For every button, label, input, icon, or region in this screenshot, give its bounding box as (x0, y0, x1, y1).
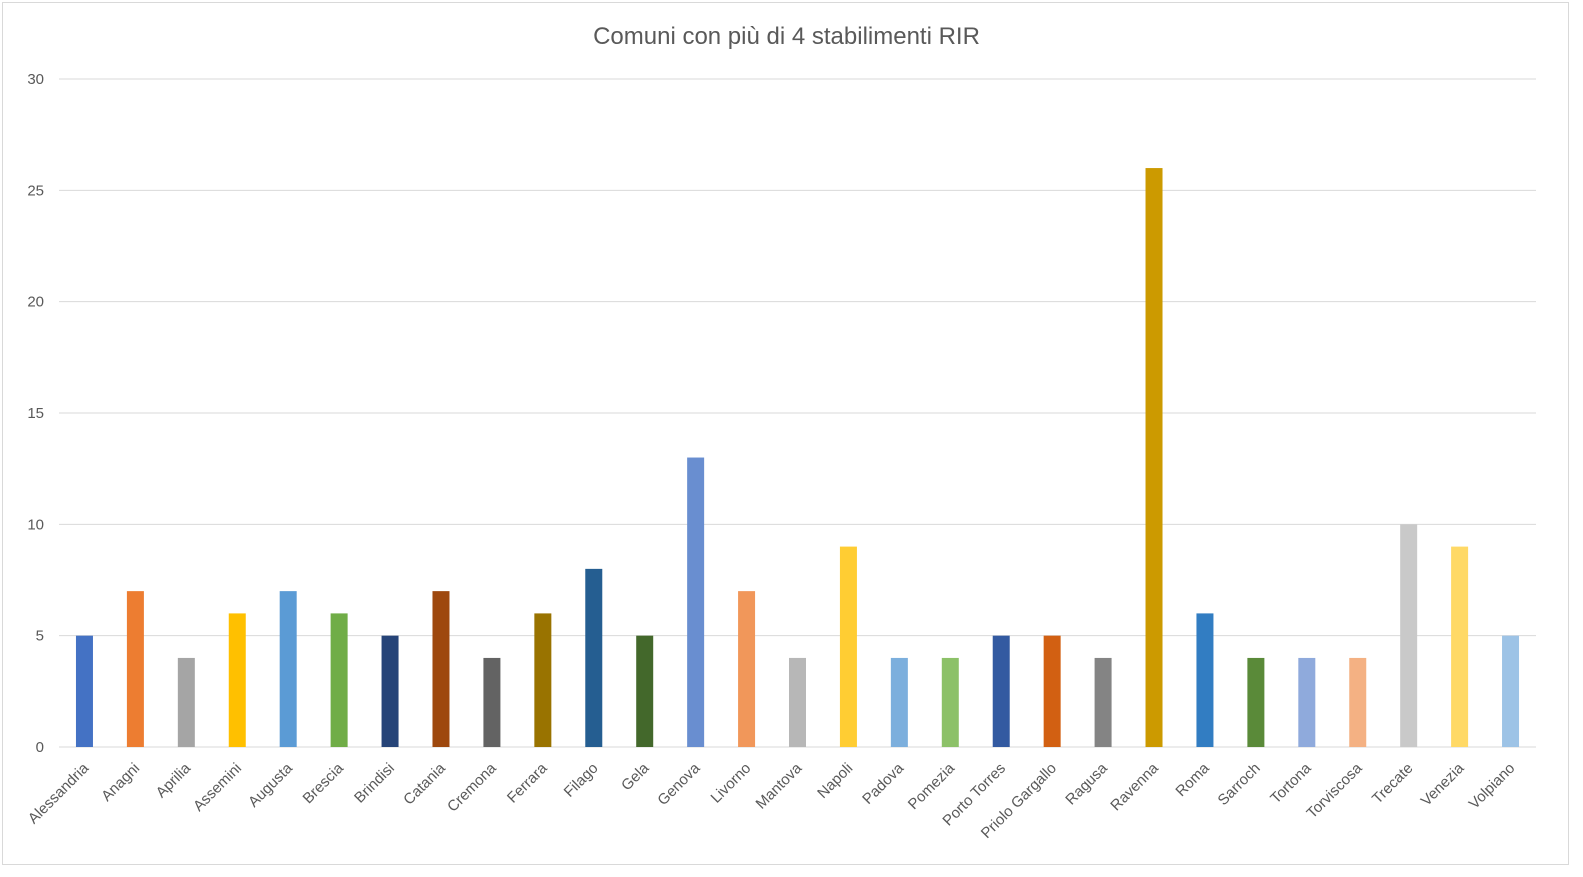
x-tick-label: Ravenna (1107, 759, 1162, 814)
bar-augusta (279, 591, 297, 747)
bar-ferrara (534, 613, 552, 747)
chart-title: Comuni con più di 4 stabilimenti RIR (593, 23, 980, 50)
x-tick-label: Volpiano (1466, 760, 1519, 813)
x-tick-label: Ferrara (504, 759, 551, 806)
bar-priolo-gargallo (1043, 635, 1061, 747)
x-tick-label: Venezia (1418, 759, 1468, 809)
bar-brescia (330, 613, 348, 747)
bar-ragusa (1094, 657, 1112, 747)
x-tick-label: Tortona (1267, 759, 1315, 807)
chart-plot: 0 5 10 15 20 25 30 Alessandria Anagni ApriliaAss… (25, 71, 1536, 842)
x-tick-label: Genova (654, 759, 704, 809)
y-tick-label: 30 (27, 71, 44, 88)
x-tick-label: Livorno (708, 760, 755, 807)
bar-pomezia (941, 657, 959, 747)
x-tick-label: Brindisi (351, 760, 398, 807)
x-tick-label: Trecate (1369, 760, 1417, 808)
x-tick-label: Assemini (190, 760, 245, 815)
y-tick-label: 20 (27, 294, 44, 311)
x-tick-label: Ragusa (1062, 759, 1111, 808)
chart-frame: Comuni con più di 4 stabilimenti RIR 0 5 1… (2, 2, 1569, 865)
bar-tortona (1298, 657, 1316, 747)
bars (75, 168, 1520, 748)
bar-trecate (1400, 524, 1418, 747)
x-tick-label: Catania (400, 759, 449, 808)
bar-napoli (839, 546, 857, 747)
x-tick-label: Filago (561, 760, 602, 801)
x-tick-label: Padova (859, 759, 907, 807)
x-tick-label: Mantova (753, 759, 806, 812)
bar-ravenna (1145, 168, 1163, 748)
x-tick-label: Torviscosa (1303, 759, 1366, 822)
x-tick-label: Anagni (98, 760, 143, 805)
bar-roma (1196, 613, 1214, 747)
bar-anagni (126, 591, 144, 747)
bar-filago (585, 568, 603, 747)
bar-assemini (228, 613, 246, 747)
x-tick-label: Alessandria (25, 759, 93, 827)
bar-alessandria (75, 635, 93, 747)
bar-cremona (483, 657, 501, 747)
gridlines (59, 78, 1536, 748)
bar-livorno (738, 591, 756, 747)
bar-torviscosa (1349, 657, 1367, 747)
y-tick-label: 15 (27, 405, 44, 422)
bar-catania (432, 591, 450, 747)
bar-venezia (1451, 546, 1469, 747)
y-axis-ticks: 0 5 10 15 20 25 30 (27, 71, 44, 756)
bar-sarroch (1247, 657, 1265, 747)
x-tick-label: Roma (1172, 759, 1213, 800)
bar-gela (636, 635, 654, 747)
x-tick-label: Cremona (444, 759, 500, 815)
y-tick-label: 0 (36, 739, 44, 756)
y-tick-label: 5 (36, 628, 44, 645)
bar-genova (687, 457, 705, 747)
bar-brindisi (381, 635, 399, 747)
bar-aprilia (177, 657, 195, 747)
x-tick-label: Gela (618, 759, 653, 794)
bar-padova (890, 657, 908, 747)
x-tick-label: Aprilia (153, 759, 195, 801)
bar-porto-torres (992, 635, 1010, 747)
y-tick-label: 10 (27, 516, 44, 533)
x-tick-label: Sarroch (1215, 760, 1264, 809)
bar-volpiano (1502, 635, 1520, 747)
x-tick-label: Brescia (300, 759, 348, 807)
x-tick-label: Augusta (245, 759, 296, 810)
x-tick-label: Napoli (814, 760, 856, 802)
y-tick-label: 25 (27, 182, 44, 199)
bar-mantova (789, 657, 806, 747)
